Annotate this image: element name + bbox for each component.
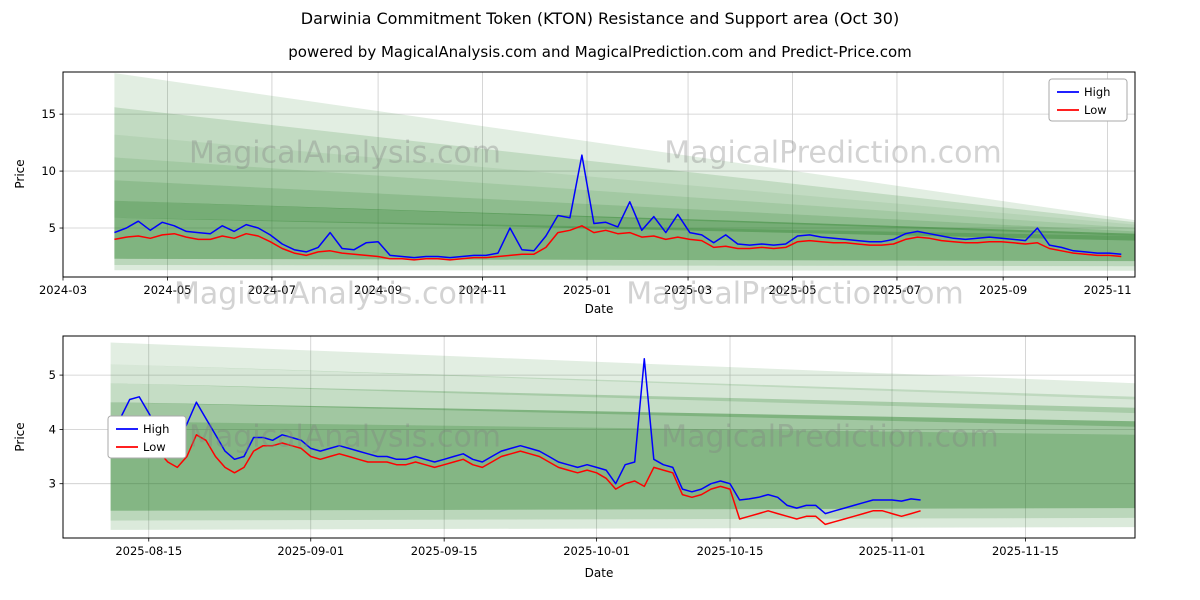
x-tick-label: 2025-07 xyxy=(873,283,921,297)
support-resistance-band xyxy=(114,157,1135,236)
low-line xyxy=(114,225,1122,261)
y-tick-label: 3 xyxy=(49,477,56,491)
legend-label-low: Low xyxy=(1084,103,1107,117)
support-resistance-band xyxy=(114,265,1135,271)
x-tick-label: 2024-03 xyxy=(39,283,87,297)
support-resistance-band xyxy=(114,200,1135,262)
page-subtitle: powered by MagicalAnalysis.com and Magic… xyxy=(288,43,912,61)
x-tick-label: 2025-11-01 xyxy=(859,544,926,558)
y-tick-label: 10 xyxy=(41,164,56,178)
y-axis-label: Price xyxy=(13,422,27,451)
x-tick-label: 2025-09-15 xyxy=(411,544,478,558)
x-tick-label: 2025-01 xyxy=(563,283,611,297)
x-tick-label: 2025-11 xyxy=(1084,283,1132,297)
y-tick-label: 5 xyxy=(49,368,56,382)
x-tick-label: 2024-05 xyxy=(143,283,191,297)
support-resistance-band xyxy=(114,180,1135,241)
high-line xyxy=(114,154,1122,259)
plot-border xyxy=(62,335,1136,539)
legend-label-low: Low xyxy=(143,440,166,454)
x-tick-label: 2025-11-15 xyxy=(992,544,1059,558)
support-resistance-band xyxy=(110,517,1136,530)
x-tick-label: 2025-05 xyxy=(768,283,816,297)
support-resistance-band xyxy=(114,258,1135,267)
x-tick-label: 2025-09-01 xyxy=(277,544,344,558)
plot-border xyxy=(62,71,1136,278)
high-line xyxy=(110,358,921,515)
x-tick-label: 2024-07 xyxy=(248,283,296,297)
x-tick-label: 2025-10-15 xyxy=(697,544,764,558)
x-tick-label: 2025-09 xyxy=(979,283,1027,297)
x-tick-label: 2024-11 xyxy=(459,283,507,297)
support-resistance-band xyxy=(110,383,1136,427)
support-resistance-band xyxy=(114,73,1135,225)
x-axis-label: Date xyxy=(585,566,614,580)
support-resistance-band xyxy=(114,217,1135,262)
low-line xyxy=(110,420,921,526)
support-resistance-band xyxy=(114,107,1135,228)
y-axis-label: Price xyxy=(13,159,27,188)
support-resistance-band xyxy=(114,134,1135,232)
x-tick-label: 2025-10-01 xyxy=(563,544,630,558)
y-tick-label: 15 xyxy=(41,107,56,121)
x-tick-label: 2024-09 xyxy=(354,283,402,297)
y-tick-label: 4 xyxy=(49,422,56,436)
legend-label-high: High xyxy=(1084,85,1110,99)
support-resistance-band xyxy=(110,364,1136,414)
x-tick-label: 2025-08-15 xyxy=(115,544,182,558)
legend-label-high: High xyxy=(143,422,169,436)
support-resistance-band xyxy=(110,342,1136,400)
support-resistance-band xyxy=(110,421,1136,511)
page-title: Darwinia Commitment Token (KTON) Resista… xyxy=(300,9,900,28)
y-tick-label: 5 xyxy=(49,221,56,235)
support-resistance-band xyxy=(110,402,1136,511)
x-axis-label: Date xyxy=(585,302,614,316)
x-tick-label: 2025-03 xyxy=(664,283,712,297)
